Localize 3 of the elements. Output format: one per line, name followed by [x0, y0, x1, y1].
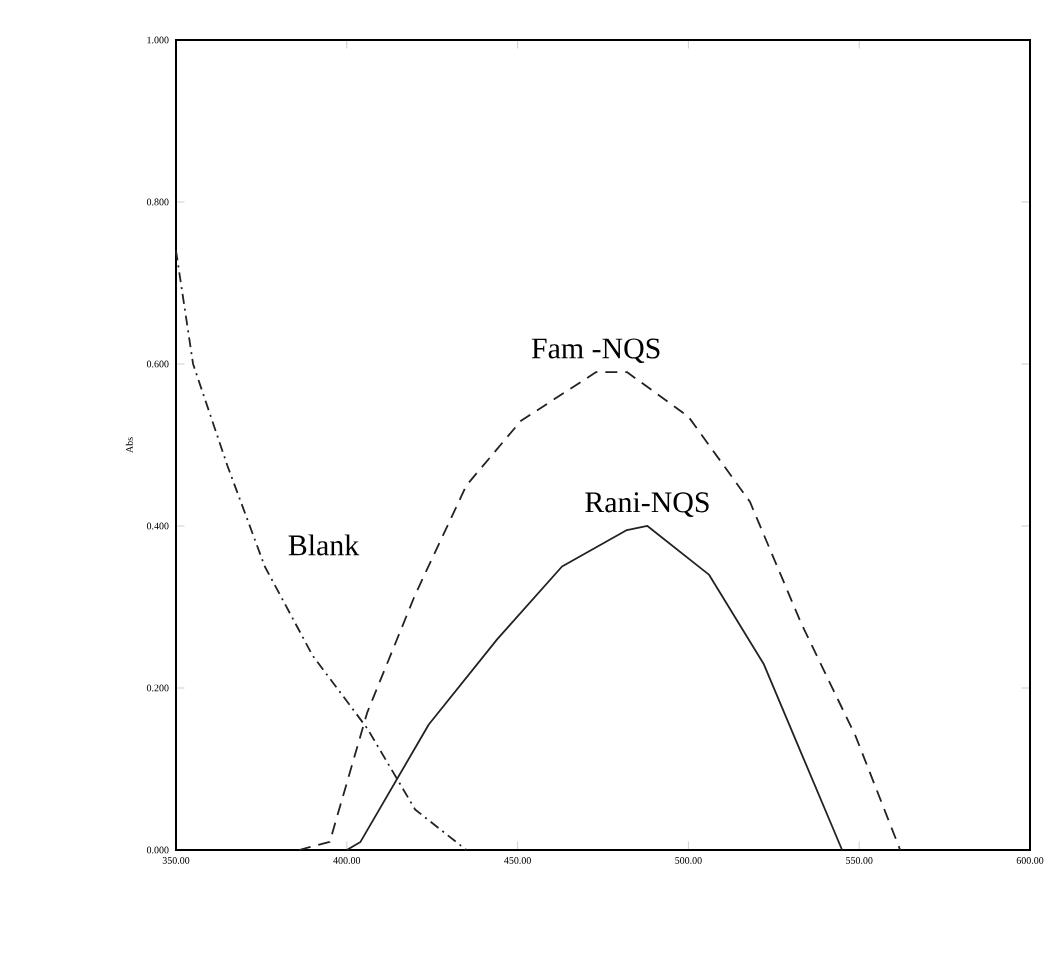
series-label: Blank: [288, 534, 360, 556]
series-label: Rani-NQS: [585, 492, 709, 517]
series-label: Fam -NQS: [531, 338, 660, 364]
